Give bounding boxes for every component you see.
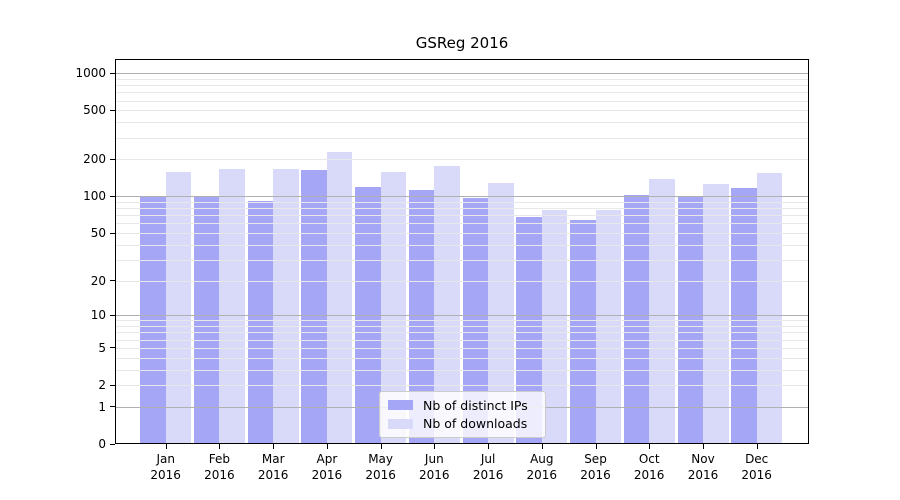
gridline-minor: [115, 215, 809, 217]
x-tick-label: May 2016: [365, 452, 396, 482]
legend-swatch-distinct-ips: [388, 400, 413, 411]
gridline-minor: [115, 320, 809, 322]
gridline-major: [115, 315, 809, 317]
plot-area: [115, 59, 809, 444]
x-tick: [165, 444, 167, 449]
y-tick-label: 1: [98, 399, 106, 414]
y-tick-label: 10: [90, 308, 106, 323]
bar-downloads-apr: [326, 152, 353, 444]
gridline-minor: [115, 369, 809, 371]
x-tick-label: Aug 2016: [526, 452, 558, 482]
gridline-minor: [115, 208, 809, 210]
x-tick: [380, 444, 382, 449]
y-tick: [110, 195, 115, 197]
x-tick: [326, 444, 328, 449]
x-tick-label: Sep 2016: [580, 452, 611, 482]
gridline-minor: [115, 137, 809, 139]
y-tick-label: 5: [98, 340, 106, 355]
x-tick-label: Feb 2016: [204, 452, 235, 482]
y-tick: [110, 280, 115, 282]
gridline-minor: [115, 85, 809, 87]
gridline-minor: [115, 92, 809, 94]
legend-label-downloads: Nb of downloads: [423, 416, 528, 432]
gridline-minor: [115, 332, 809, 334]
x-tick: [756, 444, 758, 449]
gridline-minor: [115, 110, 809, 112]
y-tick: [110, 347, 115, 349]
gridline-minor: [115, 326, 809, 328]
y-tick: [110, 384, 115, 386]
gridline-major: [115, 196, 809, 198]
x-tick: [434, 444, 436, 449]
gridline-minor: [115, 259, 809, 261]
y-tick-label: 2: [98, 378, 106, 393]
gridline-minor: [115, 347, 809, 349]
x-tick: [488, 444, 490, 449]
x-tick-label: Jun 2016: [419, 452, 450, 482]
bar-downloads-jan: [165, 172, 192, 444]
y-tick: [110, 72, 115, 74]
bar-downloads-nov: [703, 184, 729, 444]
gridline-minor: [115, 280, 809, 282]
legend: Nb of distinct IPs Nb of downloads: [379, 391, 546, 438]
x-tick: [595, 444, 597, 449]
y-tick: [110, 443, 115, 445]
gridline-minor: [115, 357, 809, 359]
gridline-minor: [115, 122, 809, 124]
gridline-minor: [115, 244, 809, 246]
bar-distinct-ips-mar: [247, 200, 274, 444]
y-tick: [110, 109, 115, 111]
y-tick-label: 500: [83, 103, 106, 118]
legend-item-distinct-ips: Nb of distinct IPs: [388, 396, 537, 414]
bar-downloads-feb: [219, 169, 245, 444]
x-tick-label: Oct 2016: [633, 452, 665, 482]
x-tick: [649, 444, 651, 449]
gridline-minor: [115, 78, 809, 80]
gridline-minor: [115, 339, 809, 341]
bar-downloads-oct: [649, 179, 675, 444]
legend-item-downloads: Nb of downloads: [388, 415, 537, 433]
bar-downloads-sep: [595, 210, 621, 444]
gridline-minor: [115, 385, 809, 387]
x-tick: [219, 444, 221, 449]
x-tick: [273, 444, 275, 449]
y-tick: [110, 406, 115, 408]
bar-distinct-ips-jan: [140, 196, 166, 444]
x-tick-label: Mar 2016: [257, 452, 289, 482]
bar-distinct-ips-oct: [623, 195, 650, 444]
y-tick: [110, 314, 115, 316]
y-tick-label: 50: [90, 226, 106, 240]
x-tick-label: Jul 2016: [472, 452, 504, 482]
x-tick-label: Apr 2016: [311, 452, 343, 482]
x-tick: [541, 444, 543, 449]
gridline-minor: [115, 159, 809, 161]
y-tick-label: 0: [98, 437, 106, 451]
y-tick: [110, 232, 115, 234]
bar-downloads-dec: [756, 173, 783, 444]
y-tick-label: 1000: [75, 66, 106, 81]
y-tick-label: 200: [83, 152, 106, 167]
gridline-minor: [115, 100, 809, 102]
gridline-minor: [115, 223, 809, 225]
legend-swatch-downloads: [388, 418, 413, 429]
gridline-major: [115, 73, 809, 75]
x-tick-label: Nov 2016: [687, 452, 719, 482]
y-tick-label: 100: [83, 189, 106, 204]
bar-distinct-ips-sep: [570, 220, 596, 444]
x-tick-label: Jan 2016: [150, 452, 181, 482]
x-tick-label: Dec 2016: [741, 452, 772, 482]
chart-title: GSReg 2016: [415, 34, 509, 52]
gridline-minor: [115, 233, 809, 234]
x-tick: [703, 444, 704, 449]
y-tick: [110, 158, 115, 160]
bar-downloads-mar: [273, 169, 299, 444]
bar-distinct-ips-apr: [301, 170, 327, 444]
legend-label-distinct-ips: Nb of distinct IPs: [423, 397, 528, 413]
y-tick-label: 20: [90, 273, 106, 288]
gridline-minor: [115, 202, 809, 203]
